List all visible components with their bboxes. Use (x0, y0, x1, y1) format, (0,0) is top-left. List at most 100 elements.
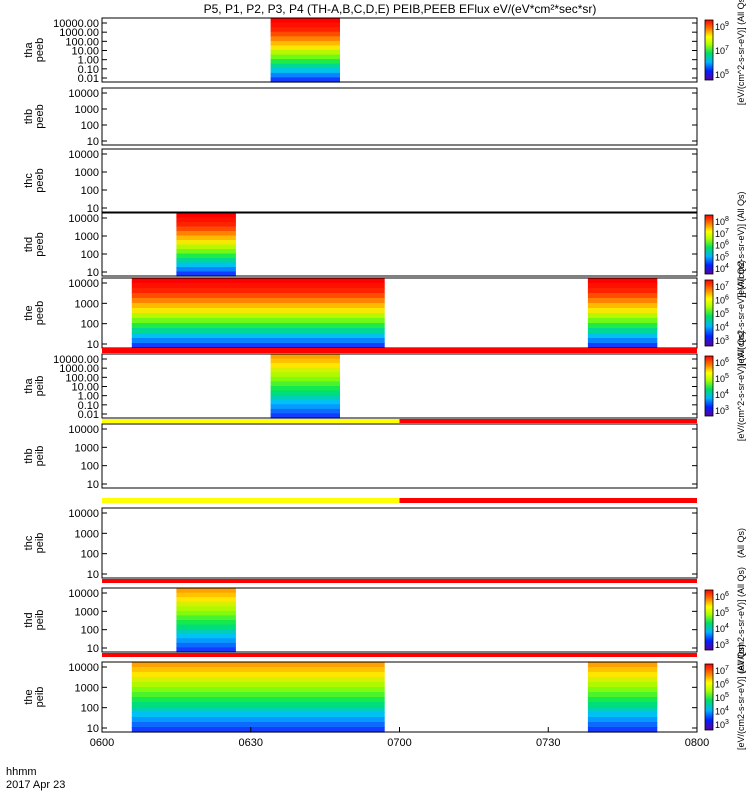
spectrogram-band (270, 413, 340, 419)
spectrogram-band (587, 293, 658, 299)
colorbar-tick-exponent: 5 (725, 607, 729, 614)
spectrogram-band (176, 642, 236, 649)
colorbar-tick-base: 10 (715, 680, 725, 690)
colorbar-tick-label: 105 (715, 373, 729, 384)
probe-label: thb (23, 109, 35, 124)
product-label: peeb (34, 232, 46, 256)
spectrogram-band (176, 235, 236, 241)
x-tick-label: 0600 (90, 737, 114, 749)
y-axis-label: thapeib (23, 376, 46, 397)
y-tick-label: 0.10 (78, 64, 99, 76)
spectrogram-band (270, 399, 340, 405)
spectrogram-band (270, 54, 340, 60)
spectrogram-band (176, 606, 236, 612)
spectrogram-band (131, 298, 385, 304)
colorbar-tick-exponent: 3 (725, 405, 729, 412)
spectrogram-band (176, 249, 236, 255)
spectrogram-band (176, 601, 236, 607)
spectrogram-block-thd-peib-1 (176, 588, 236, 653)
colorbar-gradient (704, 214, 714, 275)
product-label: peeb (34, 168, 46, 192)
y-tick-label: 1.00 (78, 391, 99, 403)
spectrogram-band (270, 367, 340, 373)
panel-frame (101, 87, 698, 146)
spectrogram-band (270, 372, 340, 378)
colorbar-tick-exponent: 4 (725, 389, 729, 396)
colorbar-tick-base: 10 (715, 241, 725, 251)
figure-title: P5, P1, P2, P3, P4 (TH-A,B,C,D,E) PEIB,P… (204, 2, 597, 16)
panel-frame (101, 423, 698, 489)
colorbar-tick-label: 107 (715, 281, 729, 292)
y-tick-label: 100 (81, 249, 99, 261)
y-tick-label: 100 (81, 319, 99, 331)
colorbar-gradient (704, 663, 714, 731)
product-label: peeb (34, 301, 46, 325)
product-label: peib (34, 610, 46, 631)
probe-label: thd (23, 237, 35, 252)
colorbar-tick-label: 104 (715, 706, 729, 717)
product-label: peib (34, 687, 46, 708)
colorbar-tick-exponent: 4 (725, 706, 729, 713)
colorbar-tick-exponent: 8 (725, 216, 729, 223)
spectrogram-band (587, 682, 658, 688)
spectrogram-band (587, 278, 658, 284)
y-tick-label: 1000 (75, 231, 99, 243)
colorbar-tick-label: 105 (715, 607, 729, 618)
spectrogram-band (131, 338, 385, 344)
y-axis-label: thapeeb (23, 38, 46, 62)
colorbar-tick-base: 10 (715, 229, 725, 239)
y-tick-label: 100 (81, 461, 99, 473)
spectrogram-band (270, 408, 340, 415)
y-tick-label: 10000.00 (53, 354, 99, 366)
colorbar-tick-base: 10 (715, 707, 725, 717)
flag-bar-segment-red (399, 498, 697, 503)
colorbar-tick-exponent: 4 (725, 623, 729, 630)
colorbar-tick-label: 103 (715, 639, 729, 650)
spectrogram-band (587, 697, 658, 703)
spectrogram-band (587, 702, 658, 708)
spectrogram-band (176, 262, 236, 268)
x-tick-label: 0700 (387, 737, 411, 749)
spectrogram-band (176, 244, 236, 250)
colorbar-gradient (704, 355, 714, 417)
y-tick-label: 100 (81, 549, 99, 561)
colorbar-tick-label: 108 (715, 216, 729, 227)
colorbar-tick-exponent: 7 (725, 228, 729, 235)
y-tick-label: 1.00 (78, 55, 99, 67)
y-tick-label: 1000 (75, 606, 99, 618)
spectrogram-band (131, 727, 385, 733)
spectrogram-band (131, 692, 385, 698)
colorbar-tick-base: 10 (715, 624, 725, 634)
colorbar-tick-exponent: 6 (725, 240, 729, 247)
panel-frame (101, 353, 698, 419)
spectrogram-band (587, 288, 658, 294)
colorbar-tick-base: 10 (715, 296, 725, 306)
spectrogram-block-tha-peeb-1 (270, 18, 340, 83)
y-tick-label: 10.00 (71, 382, 99, 394)
spectrogram-band (131, 313, 385, 319)
product-label: peeb (34, 104, 46, 128)
spectrogram-band (176, 610, 236, 617)
y-axis-label: thdpeeb (23, 232, 46, 256)
probe-label: thb (23, 448, 35, 463)
spectrogram-band (587, 338, 658, 344)
y-tick-label: 1000.00 (59, 27, 99, 39)
spectrogram-band (131, 343, 385, 349)
probe-label: thd (23, 612, 35, 627)
probe-label: tha (23, 377, 35, 393)
spectrogram-band (176, 592, 236, 598)
colorbar-tick-base: 10 (715, 666, 725, 676)
spectrogram-band (587, 662, 658, 668)
panel-frame (101, 587, 698, 653)
spectrogram-band (270, 18, 340, 24)
spectrogram-band (131, 707, 385, 713)
colorbar-tick-label: 107 (715, 228, 729, 239)
spectrogram-band (131, 667, 385, 673)
y-axis-label: thepeeb (23, 301, 46, 325)
spectrogram-band (131, 303, 385, 309)
colorbar-gradient (704, 589, 714, 651)
colorbar-label: [eV/(cm2-s-sr-eV)] (All Qs) (736, 644, 746, 750)
colorbar-tick-label: 105 (715, 251, 729, 262)
